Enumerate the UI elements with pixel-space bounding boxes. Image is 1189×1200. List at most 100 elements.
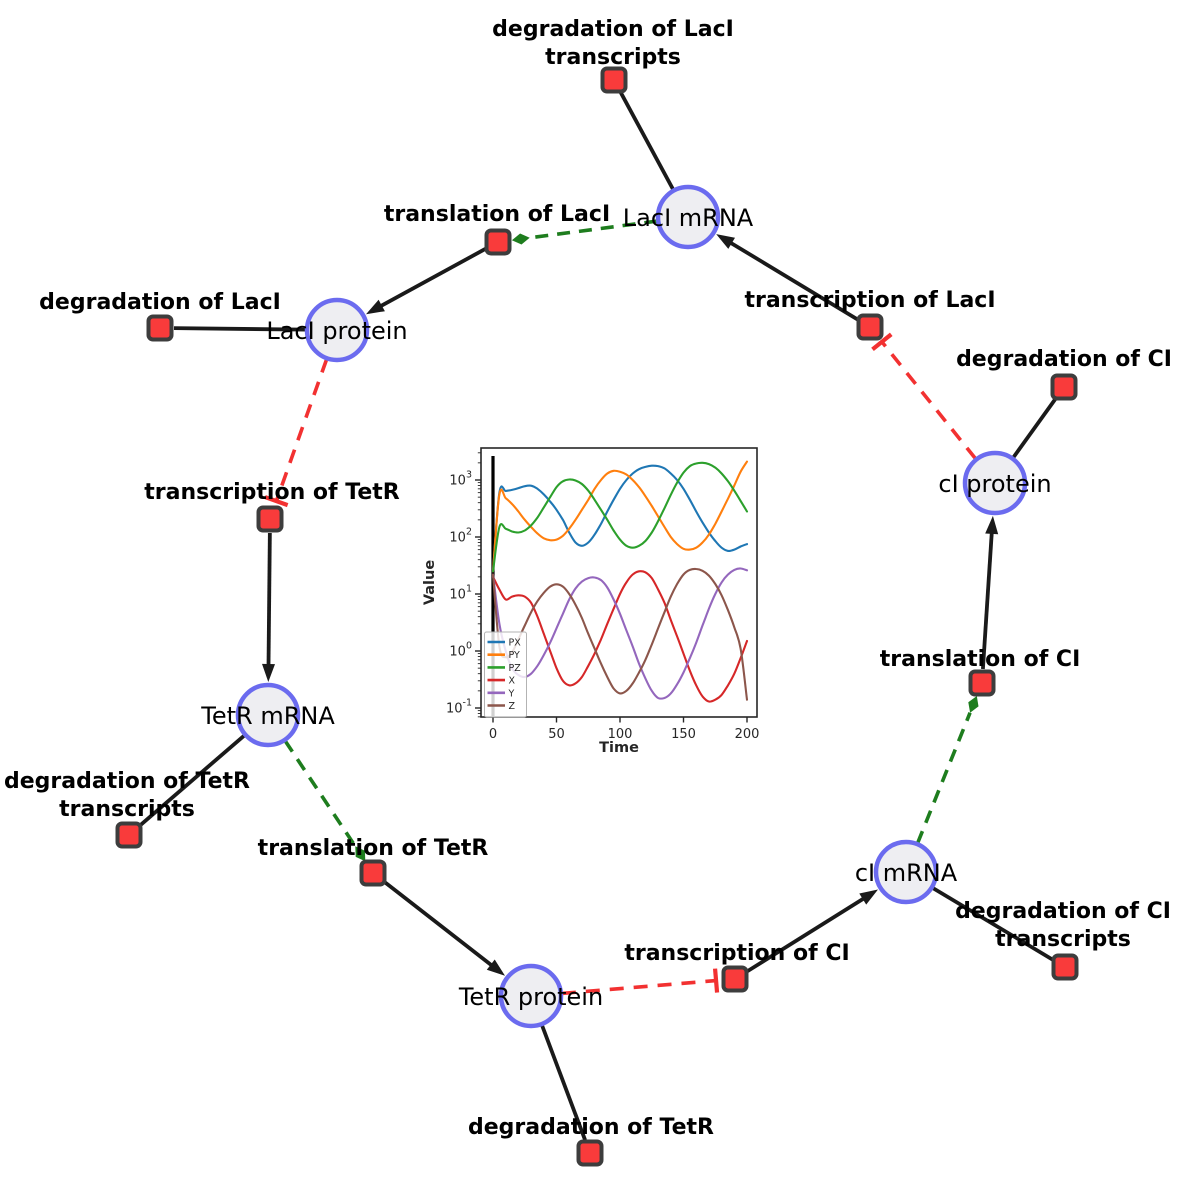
edge-tetr-mrna-degradation-tetr-transcripts: [138, 733, 246, 828]
series-PZ: [491, 461, 749, 573]
y-tick-label: 103: [449, 470, 472, 489]
edge-laci-protein-degradation-laci: [173, 326, 307, 332]
reaction-label-translation-ci: translation of CI: [880, 647, 1081, 672]
edge-ci-protein-degradation-ci: [1011, 397, 1058, 459]
reaction-node-transcription-ci[interactable]: [721, 965, 749, 993]
reaction-label-degradation-laci: degradation of LacI: [39, 290, 281, 315]
species-node-tetr-mrna[interactable]: [235, 682, 301, 748]
reaction-label-translation-laci: translation of LacI: [384, 202, 610, 227]
reaction-node-translation-laci[interactable]: [484, 228, 512, 256]
edge-translation-tetr-tetr-protein-arrowhead: [486, 959, 505, 976]
series-Y: [491, 567, 749, 700]
reaction-node-degradation-laci-transcripts[interactable]: [600, 66, 628, 94]
edge-ci-protein-transcription-laci-tbar: [871, 332, 893, 351]
reaction-label-degradation-ci-transcripts-line2: transcripts: [995, 927, 1131, 952]
legend-label-X: X: [509, 676, 516, 687]
edge-laci-protein-transcription-tetr-tbar: [264, 495, 289, 508]
reaction-label-degradation-tetr: degradation of TetR: [468, 1115, 714, 1140]
reaction-label-translation-tetr: translation of TetR: [258, 836, 489, 861]
species-node-laci-mrna[interactable]: [655, 184, 721, 250]
species-node-tetr-protein[interactable]: [498, 963, 564, 1029]
species-label-ci-mrna: cI mRNA: [855, 859, 958, 887]
edge-tetr-protein-transcription-ci-tbar: [712, 968, 720, 993]
edge-translation-ci-ci-protein-arrowhead: [985, 515, 999, 535]
legend-label-PY: PY: [509, 650, 521, 661]
reaction-node-degradation-tetr-transcripts[interactable]: [115, 821, 143, 849]
edge-laci-protein-transcription-tetr: [274, 358, 329, 502]
reaction-label-degradation-laci-transcripts-line2: transcripts: [545, 45, 681, 70]
species-label-laci-mrna: LacI mRNA: [623, 204, 754, 232]
species-node-ci-protein[interactable]: [962, 450, 1028, 516]
edge-transcription-tetr-tetr-mrna-arrowhead: [262, 663, 275, 682]
series-PX: [491, 464, 749, 573]
edge-translation-laci-laci-protein-arrowhead: [366, 299, 385, 315]
reaction-node-translation-tetr[interactable]: [359, 859, 387, 887]
edge-transcription-ci-ci-mrna: [745, 895, 867, 974]
legend-box: [484, 631, 527, 718]
reaction-node-degradation-ci[interactable]: [1050, 373, 1078, 401]
reaction-node-transcription-tetr[interactable]: [256, 505, 284, 533]
x-axis-label: Time: [599, 740, 639, 756]
series-X: [491, 570, 749, 703]
legend-label-PX: PX: [509, 638, 522, 649]
edge-translation-laci-laci-protein: [378, 247, 487, 309]
x-tick-label: 50: [548, 727, 565, 742]
species-label-laci-protein: LacI protein: [266, 317, 407, 345]
species-node-laci-protein[interactable]: [304, 297, 370, 363]
series-Z: [491, 567, 749, 701]
y-tick-label: 102: [449, 527, 472, 546]
x-tick-label: 200: [735, 727, 760, 742]
reaction-label-transcription-tetr: transcription of TetR: [144, 480, 400, 505]
edge-tetr-protein-transcription-ci: [561, 978, 717, 996]
species-label-tetr-mrna: TetR mRNA: [200, 702, 335, 730]
edge-translation-tetr-tetr-protein: [382, 880, 495, 969]
legend-label-Z: Z: [509, 701, 516, 712]
series-PY: [491, 460, 749, 573]
edge-laci-mrna-translation-laci-diamond: [511, 233, 530, 245]
edge-tetr-mrna-translation-tetr-diamond: [355, 846, 366, 862]
y-tick-label: 101: [449, 584, 472, 603]
edge-tetr-mrna-translation-tetr: [283, 739, 357, 848]
species-node-ci-mrna[interactable]: [873, 839, 939, 905]
species-label-tetr-protein: TetR protein: [458, 983, 603, 1011]
reaction-label-degradation-ci: degradation of CI: [956, 347, 1172, 372]
reaction-node-transcription-laci[interactable]: [856, 313, 884, 341]
edge-ci-mrna-degradation-ci-transcripts: [931, 886, 1054, 962]
y-axis-label: Value: [422, 560, 438, 606]
x-tick-label: 0: [489, 727, 497, 742]
edge-transcription-tetr-tetr-mrna: [266, 532, 272, 668]
edge-transcription-laci-laci-mrna-arrowhead: [716, 234, 735, 249]
reaction-label-transcription-ci: transcription of CI: [624, 941, 849, 966]
x-tick-label: 100: [608, 727, 633, 742]
edge-tetr-protein-degradation-tetr: [540, 1024, 587, 1141]
reaction-node-degradation-tetr[interactable]: [576, 1139, 604, 1167]
edge-ci-mrna-translation-ci-diamond: [968, 696, 979, 713]
reaction-node-degradation-laci[interactable]: [146, 314, 174, 342]
legend-label-PZ: PZ: [509, 663, 522, 674]
x-tick-label: 150: [671, 727, 696, 742]
labels-layer: LacI mRNA LacI protein TetR mRNA TetR prote…: [4, 17, 1172, 1140]
reaction-label-degradation-tetr-transcripts-line1: degradation of TetR: [4, 769, 250, 794]
edge-transcription-ci-ci-mrna-arrowhead: [859, 889, 878, 905]
y-tick-label: 10-1: [446, 698, 472, 717]
legend-label-Y: Y: [508, 688, 515, 699]
species-label-ci-protein: cI protein: [938, 470, 1051, 498]
reaction-label-transcription-laci: transcription of LacI: [744, 288, 995, 313]
edge-ci-protein-transcription-laci: [880, 340, 978, 460]
edge-translation-ci-ci-protein: [981, 530, 994, 670]
reaction-node-translation-ci[interactable]: [968, 669, 996, 697]
reaction-label-degradation-ci-transcripts-line1: degradation of CI: [955, 899, 1171, 924]
edge-laci-mrna-degradation-laci-transcripts: [618, 91, 675, 191]
reaction-label-degradation-tetr-transcripts-line2: transcripts: [59, 797, 195, 822]
edge-ci-mrna-translation-ci: [915, 712, 972, 844]
reaction-label-degradation-laci-transcripts-line1: degradation of LacI: [492, 17, 734, 42]
edges-layer: [138, 91, 1058, 1141]
y-tick-label: 100: [449, 641, 472, 660]
reaction-node-degradation-ci-transcripts[interactable]: [1051, 953, 1079, 981]
edge-transcription-laci-laci-mrna: [728, 240, 860, 322]
nodes-layer: [115, 66, 1079, 1167]
